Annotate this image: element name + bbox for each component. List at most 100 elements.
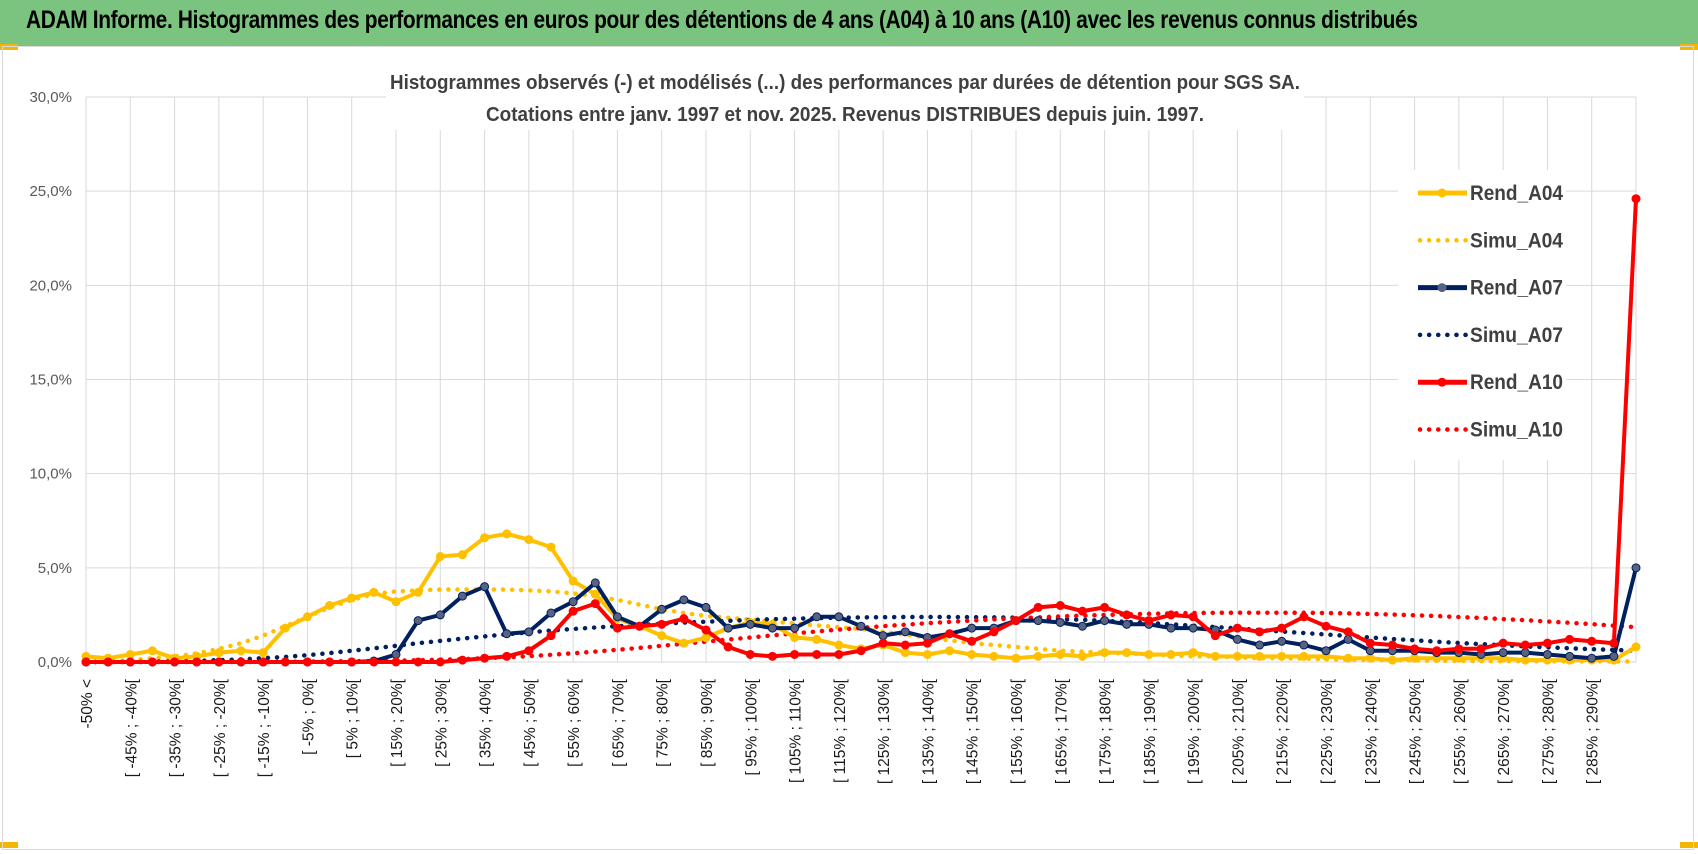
data-point — [967, 649, 977, 659]
data-point — [679, 614, 689, 624]
y-tick-label: 30,0% — [29, 89, 72, 106]
x-tick-label: [ 275% ; 280%[ — [1540, 678, 1557, 784]
data-point — [1122, 648, 1132, 658]
data-point — [657, 619, 667, 629]
data-point — [1055, 649, 1065, 659]
data-point — [1609, 638, 1619, 648]
corner-accent — [0, 842, 18, 848]
x-tick-label: [ 145% ; 150%[ — [965, 678, 982, 784]
data-point — [1565, 634, 1575, 644]
data-point — [457, 591, 467, 601]
data-point — [1166, 649, 1176, 659]
y-tick-label: 0,0% — [38, 654, 72, 671]
data-point — [1144, 649, 1154, 659]
data-point — [834, 649, 844, 659]
x-tick-label: [ 165% ; 170%[ — [1053, 678, 1070, 784]
data-point — [834, 640, 844, 650]
data-point — [1077, 621, 1087, 631]
corner-accent — [0, 44, 18, 50]
data-point — [723, 642, 733, 652]
series-simu-a07 — [83, 614, 1639, 665]
data-point — [1100, 616, 1110, 626]
data-point — [790, 623, 800, 633]
data-point — [546, 608, 556, 618]
data-point — [502, 651, 512, 661]
y-tick-label: 20,0% — [29, 277, 72, 294]
data-point — [413, 616, 423, 626]
data-point — [1166, 610, 1176, 620]
data-point — [945, 646, 955, 656]
data-point — [302, 657, 312, 667]
data-point — [900, 640, 910, 650]
data-point — [989, 651, 999, 661]
data-point — [635, 621, 645, 631]
x-tick-label: [ 15% ; 20%[ — [389, 678, 406, 767]
data-point — [657, 604, 667, 614]
y-tick-label: 15,0% — [29, 372, 72, 389]
data-point — [834, 612, 844, 622]
data-point — [524, 535, 534, 545]
data-point — [745, 649, 755, 659]
data-point — [790, 649, 800, 659]
data-point — [1188, 648, 1198, 658]
legend-label: Simu_A07 — [1470, 324, 1563, 347]
data-point — [812, 649, 822, 659]
data-point — [590, 589, 600, 599]
x-tick-label: [ 175% ; 180%[ — [1098, 678, 1115, 784]
data-point — [1365, 646, 1375, 656]
data-point — [568, 576, 578, 586]
data-point — [1077, 606, 1087, 616]
data-point — [590, 599, 600, 609]
data-point — [1232, 651, 1242, 661]
data-point — [258, 648, 268, 658]
data-point — [967, 623, 977, 633]
header-title: ADAM Informe. Histogrammes des performan… — [26, 6, 1418, 34]
series-rend-a04 — [81, 529, 1641, 665]
data-point — [1122, 619, 1132, 629]
data-point — [1321, 621, 1331, 631]
data-point — [1277, 623, 1287, 633]
series-rend-a10 — [81, 194, 1641, 667]
data-point — [347, 593, 357, 603]
data-point — [1520, 655, 1530, 665]
x-tick-label: [ -25% ; -20%[ — [212, 678, 229, 777]
chart-subtitle: Cotations entre janv. 1997 et nov. 2025.… — [486, 104, 1204, 126]
header-banner: ADAM Informe. Histogrammes des performan… — [0, 0, 1698, 47]
data-point — [1166, 623, 1176, 633]
gridlines — [85, 96, 1637, 663]
data-point — [1011, 653, 1021, 663]
y-tick-label: 10,0% — [29, 466, 72, 483]
data-point — [1520, 648, 1530, 658]
data-point — [391, 649, 401, 659]
data-point — [1277, 651, 1287, 661]
data-point — [878, 638, 888, 648]
data-point — [790, 633, 800, 643]
data-point — [1100, 648, 1110, 658]
data-point — [125, 657, 135, 667]
data-point — [1255, 627, 1265, 637]
data-point — [1299, 651, 1309, 661]
data-point — [922, 638, 932, 648]
data-point — [325, 657, 335, 667]
data-point — [1387, 640, 1397, 650]
data-point — [1188, 612, 1198, 622]
x-tick-label: [ 215% ; 220%[ — [1275, 678, 1292, 784]
data-point — [1432, 646, 1442, 656]
data-point — [701, 602, 711, 612]
x-tick-label: [ 35% ; 40%[ — [478, 678, 495, 767]
data-point — [1631, 642, 1641, 652]
data-point — [1498, 648, 1508, 658]
data-point — [767, 623, 777, 633]
data-point — [1410, 644, 1420, 654]
data-point — [1365, 638, 1375, 648]
data-point — [1188, 623, 1198, 633]
data-point — [1255, 651, 1265, 661]
legend-marker — [1437, 188, 1447, 198]
data-point — [568, 606, 578, 616]
data-point — [1542, 649, 1552, 659]
x-tick-label: [ 115% ; 120%[ — [832, 678, 849, 783]
x-tick-label: [ -45% ; -40%[ — [123, 678, 140, 777]
data-point — [170, 657, 180, 667]
data-point — [214, 648, 224, 658]
data-point — [1122, 610, 1132, 620]
